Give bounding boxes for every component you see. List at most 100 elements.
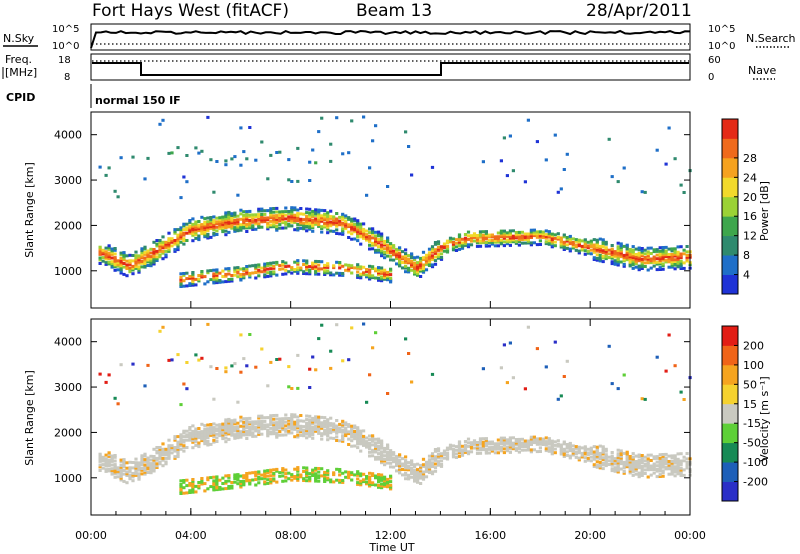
echo-cell xyxy=(374,241,378,245)
echo-cell xyxy=(643,255,647,259)
echo-cell xyxy=(377,444,381,448)
echo-cell xyxy=(119,156,123,160)
echo-cell xyxy=(457,444,462,447)
echo-cell xyxy=(206,430,210,434)
echo-cell xyxy=(227,221,231,225)
echo-cell xyxy=(634,260,638,264)
echo-cell xyxy=(685,464,689,468)
echo-cell xyxy=(113,252,117,256)
echo-cell xyxy=(98,469,102,472)
echo-cell xyxy=(323,478,327,482)
echo-cell xyxy=(499,235,503,239)
echo-cell xyxy=(380,247,384,250)
echo-cell xyxy=(194,490,198,494)
echo-cell xyxy=(670,249,674,253)
echo-cell xyxy=(308,211,312,215)
echo-cell xyxy=(281,261,285,265)
echo-cell xyxy=(269,263,273,267)
echo-cell xyxy=(427,458,432,462)
echo-cell xyxy=(287,224,291,228)
echo-cell xyxy=(430,245,435,249)
echo-cell xyxy=(209,424,213,428)
echo-cell xyxy=(658,475,662,478)
echo-cell xyxy=(296,179,300,183)
echo-cell xyxy=(670,465,674,469)
echo-cell xyxy=(589,252,593,256)
echo-cell xyxy=(218,487,222,491)
echo-cell xyxy=(323,416,327,420)
echo-cell xyxy=(314,426,318,430)
echo-cell xyxy=(457,242,462,246)
echo-cell xyxy=(290,473,294,477)
echo-cell xyxy=(320,214,324,218)
echo-cell xyxy=(179,240,183,244)
echo-cell xyxy=(490,235,494,239)
echo-cell xyxy=(395,469,399,473)
echo-cell xyxy=(613,251,617,255)
echo-cell xyxy=(224,267,228,271)
echo-cell xyxy=(377,269,381,273)
echo-cell xyxy=(487,233,491,237)
echo-cell xyxy=(215,436,219,440)
echo-cell xyxy=(499,436,503,440)
echo-cell xyxy=(353,473,357,477)
echo-cell xyxy=(353,230,357,234)
echo-cell xyxy=(230,431,234,435)
echo-cell xyxy=(389,243,393,247)
echo-cell xyxy=(511,240,515,244)
echo-cell xyxy=(478,233,483,237)
echo-cell xyxy=(445,239,450,243)
echo-cell xyxy=(616,466,620,470)
echo-cell xyxy=(430,248,435,252)
echo-cell xyxy=(377,446,381,450)
echo-cell xyxy=(113,257,117,261)
echo-cell xyxy=(257,422,261,425)
echo-cell xyxy=(107,453,111,457)
echo-cell xyxy=(350,228,354,232)
echo-cell xyxy=(619,451,623,455)
echo-cell xyxy=(404,261,408,265)
echo-cell xyxy=(344,430,348,434)
echo-cell xyxy=(323,419,327,423)
echo-cell xyxy=(221,422,225,426)
echo-cell xyxy=(293,269,297,273)
echo-cell xyxy=(218,271,222,275)
echo-cell xyxy=(430,263,435,267)
echo-cell xyxy=(248,427,252,431)
echo-cell xyxy=(643,265,647,268)
echo-cell xyxy=(161,246,165,250)
echo-cell xyxy=(158,456,162,460)
echo-cell xyxy=(269,360,273,364)
echo-cell xyxy=(404,259,408,263)
echo-cell xyxy=(221,487,225,491)
echo-cell xyxy=(550,452,554,456)
echo-cell xyxy=(374,267,378,271)
echo-cell xyxy=(191,222,195,226)
echo-cell xyxy=(380,250,384,254)
echo-cell xyxy=(481,446,485,450)
echo-cell xyxy=(365,268,369,271)
echo-cell xyxy=(341,216,345,220)
echo-cell xyxy=(664,458,668,462)
echo-cell xyxy=(182,272,186,275)
echo-cell xyxy=(511,169,515,173)
echo-cell xyxy=(206,280,210,284)
echo-cell xyxy=(347,430,351,434)
echo-cell xyxy=(167,239,171,242)
echo-cell xyxy=(314,428,318,431)
echo-cell xyxy=(347,223,351,227)
echo-cell xyxy=(251,425,255,429)
echo-cell xyxy=(493,445,497,449)
echo-cell xyxy=(511,447,515,451)
echo-cell xyxy=(622,462,626,466)
echo-cell xyxy=(332,473,336,477)
echo-cell xyxy=(119,469,123,473)
echo-cell xyxy=(610,461,614,465)
echo-cell xyxy=(167,451,171,455)
echo-cell xyxy=(583,450,587,454)
echo-cell xyxy=(296,435,300,439)
echo-cell xyxy=(245,424,249,428)
echo-cell xyxy=(338,426,342,430)
echo-cell xyxy=(592,454,596,458)
echo-cell xyxy=(631,455,635,459)
